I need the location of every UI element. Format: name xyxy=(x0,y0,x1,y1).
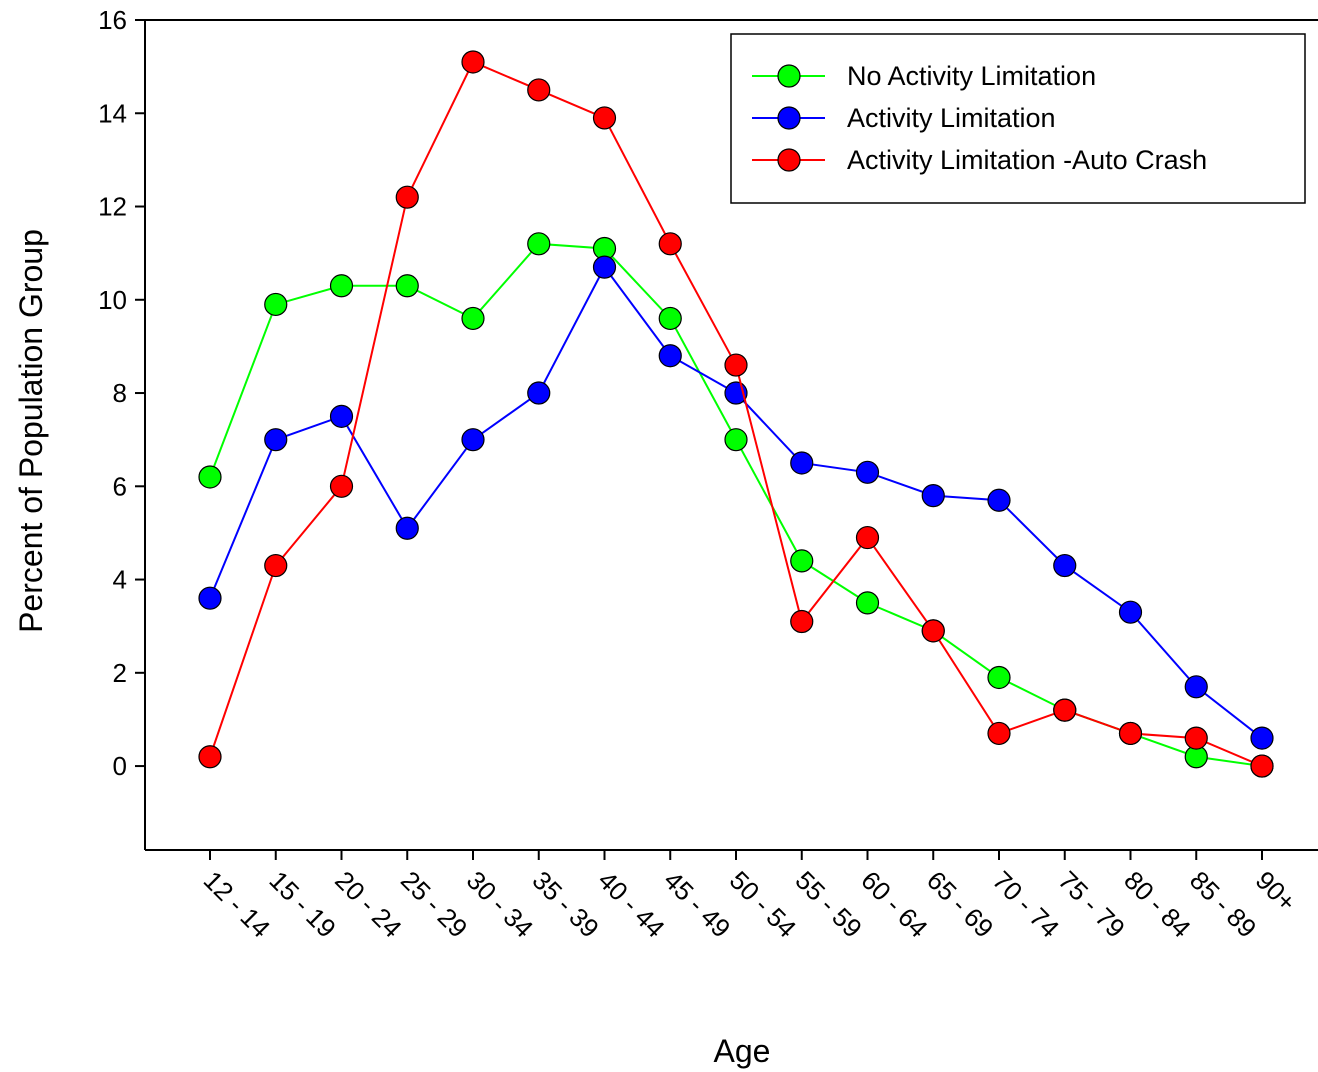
x-tick-label: 55 - 59 xyxy=(790,865,868,943)
data-point xyxy=(988,722,1010,744)
data-point xyxy=(462,429,484,451)
data-point xyxy=(988,666,1010,688)
x-tick-label: 40 - 44 xyxy=(592,865,670,943)
data-point xyxy=(462,307,484,329)
y-tick-label: 4 xyxy=(113,565,127,595)
data-point xyxy=(396,186,418,208)
data-point xyxy=(659,345,681,367)
legend-marker xyxy=(778,65,800,87)
legend-label: No Activity Limitation xyxy=(847,61,1096,91)
data-point xyxy=(462,51,484,73)
x-axis-title: Age xyxy=(714,1033,771,1069)
x-tick-label: 25 - 29 xyxy=(395,865,473,943)
data-point xyxy=(857,461,879,483)
x-tick-label: 35 - 39 xyxy=(527,865,605,943)
data-point xyxy=(331,275,353,297)
y-tick-label: 12 xyxy=(98,192,127,222)
data-point xyxy=(594,107,616,129)
data-point xyxy=(528,382,550,404)
x-tick-label: 45 - 49 xyxy=(658,865,736,943)
data-point xyxy=(857,527,879,549)
x-tick-label: 20 - 24 xyxy=(329,865,407,943)
data-point xyxy=(1185,727,1207,749)
y-tick-label: 10 xyxy=(98,285,127,315)
data-point xyxy=(1054,555,1076,577)
x-tick-label: 80 - 84 xyxy=(1118,865,1196,943)
x-tick-label: 12 - 14 xyxy=(198,865,276,943)
y-tick-label: 6 xyxy=(113,471,127,501)
data-point xyxy=(199,466,221,488)
data-point xyxy=(331,405,353,427)
data-point xyxy=(725,354,747,376)
data-point xyxy=(791,611,813,633)
series-line xyxy=(210,267,1262,738)
data-point xyxy=(791,452,813,474)
legend-label: Activity Limitation xyxy=(847,103,1056,133)
data-point xyxy=(1251,755,1273,777)
data-point xyxy=(1054,699,1076,721)
y-tick-label: 0 xyxy=(113,751,127,781)
data-point xyxy=(1120,722,1142,744)
data-point xyxy=(1251,727,1273,749)
data-point xyxy=(265,429,287,451)
x-tick-label: 15 - 19 xyxy=(264,865,342,943)
data-point xyxy=(857,592,879,614)
series-2 xyxy=(199,256,1273,749)
data-point xyxy=(659,233,681,255)
legend-marker xyxy=(778,149,800,171)
x-tick-label: 30 - 34 xyxy=(461,865,539,943)
y-tick-label: 16 xyxy=(98,5,127,35)
data-point xyxy=(791,550,813,572)
data-point xyxy=(922,485,944,507)
series-1 xyxy=(199,233,1273,777)
series-line xyxy=(210,244,1262,766)
x-tick-label: 90+ xyxy=(1250,865,1302,917)
data-point xyxy=(1185,676,1207,698)
data-point xyxy=(1120,601,1142,623)
x-tick-label: 85 - 89 xyxy=(1184,865,1262,943)
data-point xyxy=(265,293,287,315)
legend-label: Activity Limitation -Auto Crash xyxy=(847,145,1207,175)
data-point xyxy=(594,256,616,278)
y-tick-label: 8 xyxy=(113,378,127,408)
x-tick-label: 70 - 74 xyxy=(987,865,1065,943)
data-point xyxy=(528,79,550,101)
data-point xyxy=(396,275,418,297)
data-point xyxy=(331,475,353,497)
x-tick-label: 75 - 79 xyxy=(1053,865,1131,943)
data-point xyxy=(725,429,747,451)
data-point xyxy=(988,489,1010,511)
data-point xyxy=(396,517,418,539)
data-point xyxy=(922,620,944,642)
x-tick-label: 65 - 69 xyxy=(921,865,999,943)
y-tick-label: 14 xyxy=(98,98,127,128)
legend-marker xyxy=(778,107,800,129)
y-tick-label: 2 xyxy=(113,658,127,688)
x-tick-label: 60 - 64 xyxy=(855,865,933,943)
y-axis-title: Percent of Population Group xyxy=(13,229,49,633)
x-tick-label: 50 - 54 xyxy=(724,865,802,943)
data-point xyxy=(199,746,221,768)
legend: No Activity Limitation Activity Limitatio… xyxy=(731,34,1305,203)
data-point xyxy=(199,587,221,609)
data-point xyxy=(265,555,287,577)
data-point xyxy=(528,233,550,255)
data-point xyxy=(659,307,681,329)
